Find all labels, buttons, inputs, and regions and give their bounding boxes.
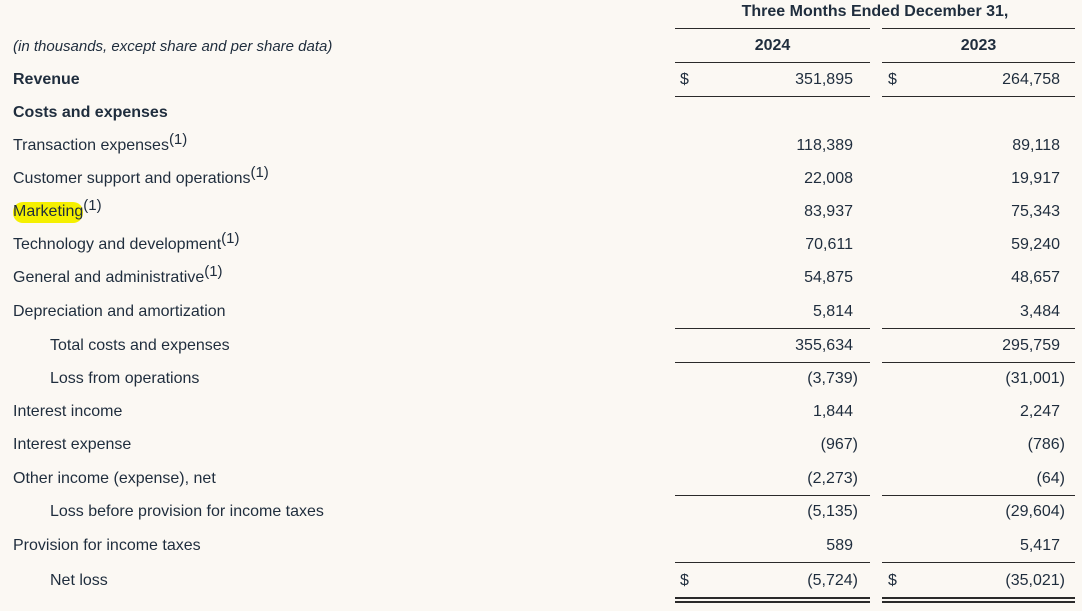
row-label: Provision for income taxes xyxy=(13,537,201,554)
row-rule xyxy=(675,495,870,496)
value-2023: (29,604) xyxy=(1005,503,1065,520)
footnote-marker: (1) xyxy=(83,197,102,214)
row-label: Loss before provision for income taxes xyxy=(50,503,324,520)
table-row: Technology and development(1) 70,611 59,… xyxy=(0,230,1082,258)
table-row: Other income (expense), net (2,273) (64) xyxy=(0,468,1082,492)
row-rule xyxy=(675,96,870,97)
highlighted-text: Marketing xyxy=(13,202,84,223)
header-rule-2024 xyxy=(675,28,870,29)
row-label: Transaction expenses(1) xyxy=(13,131,188,154)
value-2024: 70,611 xyxy=(805,236,853,253)
row-label: Other income (expense), net xyxy=(13,470,216,487)
value-2024: (2,273) xyxy=(807,470,858,487)
value-2024: 118,389 xyxy=(796,137,853,154)
column-header-2023: 2023 xyxy=(960,37,997,54)
value-2024: 5,814 xyxy=(812,303,853,320)
value-2024: 589 xyxy=(826,537,853,554)
double-rule-top xyxy=(675,597,870,599)
value-2023: 295,759 xyxy=(1002,337,1060,354)
value-2023: (64) xyxy=(1036,470,1065,487)
row-label: Total costs and expenses xyxy=(50,337,230,354)
row-label: Loss from operations xyxy=(50,370,200,387)
footnote-marker: (1) xyxy=(204,263,223,280)
value-2023: 3,484 xyxy=(1019,303,1060,320)
row-rule xyxy=(882,96,1075,97)
value-2024: 355,634 xyxy=(795,337,853,354)
row-label: Revenue xyxy=(13,71,80,88)
value-2023: 19,917 xyxy=(1011,170,1060,187)
double-rule-bottom xyxy=(675,601,870,603)
row-rule xyxy=(882,328,1075,329)
row-label: Marketing(1) xyxy=(13,198,102,223)
table-row: Interest expense (967) (786) xyxy=(0,434,1082,458)
row-label: Technology and development(1) xyxy=(13,230,240,253)
value-2024: 54,875 xyxy=(804,269,853,286)
double-rule-top xyxy=(882,597,1075,599)
year-rule-2023 xyxy=(882,62,1075,63)
currency-symbol: $ xyxy=(888,71,897,88)
table-row: Customer support and operations(1) 22,00… xyxy=(0,164,1082,192)
year-rule-2024 xyxy=(675,62,870,63)
table-row: General and administrative(1) 54,875 48,… xyxy=(0,263,1082,291)
value-2023: (786) xyxy=(1027,436,1065,453)
units-note: (in thousands, except share and per shar… xyxy=(13,38,333,55)
row-label: Customer support and operations(1) xyxy=(13,164,269,187)
footnote-marker: (1) xyxy=(221,230,240,247)
row-label: Depreciation and amortization xyxy=(13,303,226,320)
value-2024: 22,008 xyxy=(804,170,853,187)
row-rule xyxy=(675,328,870,329)
currency-symbol: $ xyxy=(680,572,689,589)
currency-symbol: $ xyxy=(680,71,689,88)
value-2023: 2,247 xyxy=(1019,403,1060,420)
value-2023: 5,417 xyxy=(1019,537,1060,554)
header-rule-2023 xyxy=(882,28,1075,29)
row-label: Costs and expenses xyxy=(13,104,168,121)
double-rule-bottom xyxy=(882,601,1075,603)
row-rule xyxy=(882,562,1075,563)
value-2023: 75,343 xyxy=(1011,203,1060,220)
value-2024: 1,844 xyxy=(812,403,853,420)
row-label: Interest expense xyxy=(13,436,132,453)
value-2024: 351,895 xyxy=(795,71,853,88)
table-row: Transaction expenses(1) 118,389 89,118 xyxy=(0,131,1082,159)
row-rule xyxy=(675,362,870,363)
footnote-marker: (1) xyxy=(250,164,269,181)
row-label: Interest income xyxy=(13,403,123,420)
value-2024: (5,724) xyxy=(807,572,858,589)
value-2023: (31,001) xyxy=(1005,370,1065,387)
value-2023: (35,021) xyxy=(1005,572,1065,589)
table-row: Depreciation and amortization 5,814 3,48… xyxy=(0,301,1082,325)
value-2023: 48,657 xyxy=(1011,269,1060,286)
row-label: Net loss xyxy=(50,572,108,589)
table-row-section-header: Costs and expenses xyxy=(0,102,1082,126)
currency-symbol: $ xyxy=(888,572,897,589)
value-2023: 264,758 xyxy=(1002,71,1060,88)
table-row: Loss before provision for income taxes (… xyxy=(0,501,1082,525)
table-row-total: Total costs and expenses 355,634 295,759 xyxy=(0,335,1082,359)
row-label: General and administrative(1) xyxy=(13,263,223,286)
table-row-revenue: Revenue $ 351,895 $ 264,758 xyxy=(0,69,1082,93)
row-rule xyxy=(882,362,1075,363)
table-row: Interest income 1,844 2,247 xyxy=(0,401,1082,425)
row-rule xyxy=(882,495,1075,496)
value-2023: 59,240 xyxy=(1011,236,1060,253)
column-header-2024: 2024 xyxy=(754,37,791,54)
table-header-title: Three Months Ended December 31, xyxy=(741,3,1009,20)
value-2024: 83,937 xyxy=(804,203,853,220)
table-row: Loss from operations (3,739) (31,001) xyxy=(0,368,1082,392)
table-row: Provision for income taxes 589 5,417 xyxy=(0,535,1082,559)
value-2024: (5,135) xyxy=(807,503,858,520)
footnote-marker: (1) xyxy=(168,131,188,148)
value-2024: (967) xyxy=(820,436,858,453)
table-row-marketing: Marketing(1) 83,937 75,343 xyxy=(0,198,1082,225)
table-row-net-loss: Net loss $ (5,724) $ (35,021) xyxy=(0,570,1082,594)
row-rule xyxy=(675,562,870,563)
value-2023: 89,118 xyxy=(1012,137,1060,154)
value-2024: (3,739) xyxy=(807,370,858,387)
